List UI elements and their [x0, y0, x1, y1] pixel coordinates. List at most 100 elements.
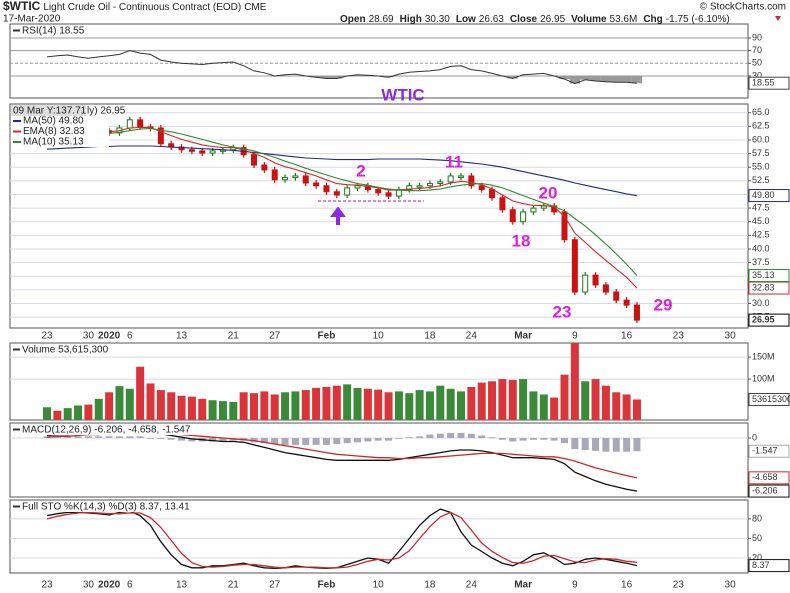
panel-frame — [9, 103, 749, 329]
histogram-bar — [312, 438, 320, 445]
volume-bar — [612, 392, 621, 420]
cursor-label-bg — [11, 105, 86, 116]
volume-bar — [591, 379, 600, 420]
oversold-shade — [611, 75, 622, 83]
histogram-bar — [374, 438, 382, 441]
oversold-shade — [331, 75, 342, 79]
x-tick-label: 30 — [725, 331, 737, 342]
cursor-label: 09 Mar Y:137.71 — [13, 106, 87, 117]
y-tick-label: 42.5 — [752, 230, 770, 240]
candle — [137, 119, 144, 128]
histogram-bar — [74, 436, 82, 439]
volume-bar — [63, 408, 72, 420]
volume-bar — [156, 390, 165, 420]
volume-bar — [519, 379, 528, 420]
y-tick-label: 37.5 — [752, 257, 770, 267]
instrument-name: Light Crude Oil - Continuous Contract (E… — [43, 2, 241, 13]
x-tick-label: 30 — [83, 331, 95, 342]
volume-bar — [436, 385, 445, 420]
last-value-label: 49.80 — [752, 190, 775, 200]
volume-bar — [260, 391, 269, 420]
y-tick-label: 47.5 — [752, 202, 770, 212]
x-tick-label: 27 — [269, 580, 281, 591]
stat-label: Chg — [643, 14, 662, 25]
histogram-bar — [147, 438, 154, 439]
candle — [406, 185, 413, 191]
y-tick-label: 60.0 — [752, 134, 770, 144]
volume-bar — [167, 392, 176, 420]
histogram-bar — [157, 438, 165, 439]
stat-value: 53.6M — [610, 14, 638, 25]
y-tick-label: 30.0 — [752, 298, 770, 308]
y-tick-label: 50 — [752, 58, 762, 68]
x-tick-label: 9 — [572, 331, 578, 342]
last-value-label: -6.206 — [752, 485, 778, 495]
histogram-bar — [105, 436, 113, 439]
volume-bar — [374, 389, 383, 420]
volume-bar — [187, 396, 196, 420]
oversold-shade — [569, 75, 581, 84]
candle — [447, 175, 454, 183]
x-tick-label: 30 — [725, 580, 737, 591]
oversold-shade — [507, 75, 518, 79]
candle — [188, 149, 195, 152]
last-value-box — [748, 471, 790, 485]
series-line — [46, 508, 638, 570]
panel-title-bg — [11, 344, 107, 355]
stat-label: Close — [510, 14, 538, 25]
x-tick-label: 23 — [673, 331, 685, 342]
x-tick-label: 21 — [228, 580, 240, 591]
histogram-bar — [333, 438, 341, 445]
x-tick-label: 24 — [466, 331, 478, 342]
oversold-shade — [600, 75, 612, 82]
volume-bar — [488, 381, 497, 420]
header-date: 17-Mar-2020 — [3, 14, 61, 25]
candle — [592, 274, 599, 286]
candle — [520, 211, 527, 223]
x-tick-label: 13 — [176, 580, 188, 591]
histogram-bar — [488, 437, 496, 439]
volume-bar — [177, 395, 186, 420]
histogram-bar — [64, 436, 72, 439]
candle — [344, 187, 351, 196]
candle — [126, 119, 133, 129]
stat-value: -1.75 (-6.10%) — [666, 14, 730, 25]
x-tick-label: 23 — [41, 580, 53, 591]
histogram-bar — [571, 438, 579, 450]
volume-bar — [581, 381, 590, 420]
x-tick-label: Mar — [514, 580, 532, 591]
last-value-label: 18.55 — [752, 78, 775, 88]
histogram-bar — [529, 438, 537, 440]
candle — [530, 207, 537, 213]
volume-bar — [43, 407, 51, 420]
candle — [582, 274, 589, 293]
histogram-bar — [426, 434, 434, 439]
y-tick-label: 45.0 — [752, 216, 770, 226]
volume-bar — [208, 400, 217, 420]
histogram-bar — [136, 436, 144, 439]
candle — [385, 192, 392, 197]
histogram-bar — [509, 438, 517, 442]
histogram-bar — [178, 438, 186, 441]
volume-bar — [363, 388, 372, 420]
x-tick-label: 9 — [572, 580, 578, 591]
histogram-bar — [633, 438, 641, 452]
x-tick-label: 10 — [373, 580, 385, 591]
oversold-shade — [621, 75, 632, 83]
volume-bar — [229, 401, 238, 420]
volume-bar — [270, 394, 279, 420]
x-tick-label: 16 — [621, 331, 633, 342]
oversold-shade — [559, 75, 570, 80]
histogram-bar — [447, 432, 455, 439]
volume-bar — [384, 392, 393, 420]
candle — [261, 164, 268, 171]
candle — [426, 183, 433, 187]
stat-value: 30.30 — [425, 14, 450, 25]
volume-bar — [415, 390, 424, 420]
y-tick-label: 30 — [752, 70, 762, 80]
x-tick-label: 18 — [424, 331, 436, 342]
last-value-label: 8.37 — [752, 560, 770, 570]
oversold-shade — [590, 75, 601, 82]
series-line — [46, 145, 637, 197]
volume-bar — [74, 405, 83, 420]
